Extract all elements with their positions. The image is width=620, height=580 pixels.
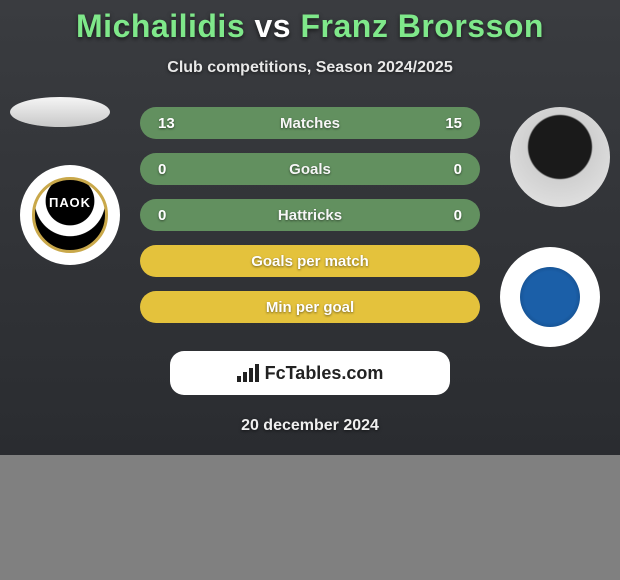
brand-text: FcTables.com [265,363,384,384]
chart-icon [237,364,259,382]
stat-value-right: 0 [442,161,462,178]
stat-row: 0 Goals 0 [140,153,480,185]
title-vs: vs [245,8,300,44]
footer-date: 20 december 2024 [0,417,620,435]
subtitle: Club competitions, Season 2024/2025 [0,59,620,77]
content-area: ΠΑΟΚ 13 Matches 15 0 Goals 0 0 Hattricks 0 Goals … [0,107,620,435]
title-player2: Franz Brorsson [300,8,543,44]
player2-club-logo [500,247,600,347]
player2-avatar [510,107,610,207]
stat-value-left: 0 [158,161,178,178]
stat-rows: 13 Matches 15 0 Goals 0 0 Hattricks 0 Goals per m… [140,107,480,323]
paok-logo-text: ΠΑΟΚ [49,195,91,210]
stat-label: Goals [289,161,331,178]
stat-value-right: 15 [442,115,462,132]
stat-label: Min per goal [266,299,354,316]
stat-row: Goals per match [140,245,480,277]
stat-value-right: 0 [442,207,462,224]
stat-label: Hattricks [278,207,342,224]
stat-value-left: 0 [158,207,178,224]
stat-value-left: 13 [158,115,178,132]
stat-row: 13 Matches 15 [140,107,480,139]
brand-badge[interactable]: FcTables.com [170,351,450,395]
stat-row: Min per goal [140,291,480,323]
page-title: Michailidis vs Franz Brorsson [0,0,620,45]
comparison-card: Michailidis vs Franz Brorsson Club compe… [0,0,620,455]
title-player1: Michailidis [76,8,245,44]
player1-avatar [10,97,110,127]
player1-club-logo: ΠΑΟΚ [20,165,120,265]
stat-row: 0 Hattricks 0 [140,199,480,231]
stat-label: Goals per match [251,253,369,270]
stat-label: Matches [280,115,340,132]
